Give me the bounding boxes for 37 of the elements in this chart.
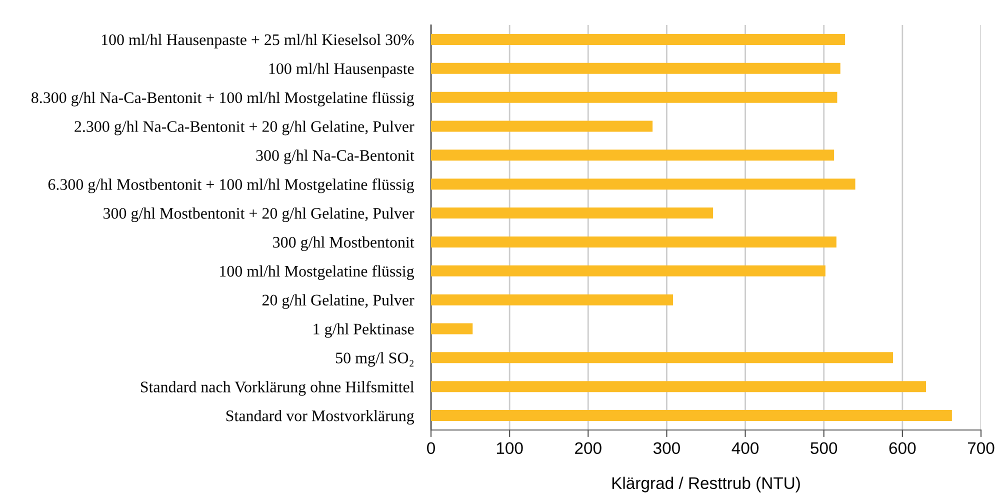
bar bbox=[431, 381, 926, 392]
y-tick-label: 6.300 g/hl Mostbentonit + 100 ml/hl Mostgelatine flüssig bbox=[48, 178, 414, 194]
bar bbox=[431, 120, 653, 132]
bar bbox=[431, 410, 952, 422]
y-tick-label: Standard vor Mostvorklärung bbox=[226, 410, 414, 425]
bar bbox=[431, 208, 714, 219]
y-tick-label: 300 g/hl Mostbentonit bbox=[273, 236, 414, 251]
y-tick-label: 100 ml/hl Mostgelatine flüssig bbox=[220, 265, 414, 280]
x-tick-label: 100 bbox=[496, 442, 523, 454]
y-tick-label: 300 g/hl Na-Ca-Bentonit bbox=[256, 150, 414, 164]
x-tick-label: 0 bbox=[427, 442, 435, 454]
x-tick-label: 200 bbox=[575, 442, 602, 454]
y-tick-label: 50 mg/l SO₂ bbox=[336, 352, 414, 367]
y-tick-label: 300 g/hl Mostbentonit + 20 g/hl Gelatine, Pulver bbox=[104, 207, 414, 222]
y-tick-label: 100 ml/hl Hausenpaste bbox=[269, 62, 414, 78]
bar bbox=[431, 62, 840, 74]
y-tick-label: 1 g/hl Pektinase bbox=[314, 323, 414, 338]
bar bbox=[431, 265, 826, 276]
x-tick-label: 300 bbox=[653, 442, 680, 454]
bar bbox=[431, 150, 834, 161]
x-tick-label: 600 bbox=[889, 442, 916, 454]
y-tick-label: 100 ml/hl Hausenpaste + 25 ml/hl Kieselsol 30% bbox=[102, 34, 414, 48]
y-tick-label: Standard nach Vorklärung ohne Hilfsmittel bbox=[140, 380, 414, 396]
bar bbox=[431, 352, 893, 364]
bar bbox=[431, 92, 838, 103]
y-tick-label: 8.300 g/hl Na-Ca-Bentonit + 100 ml/hl Mostgelatine flüssig bbox=[32, 92, 414, 106]
y-tick-label: 20 g/hl Gelatine, Pulver bbox=[262, 294, 414, 309]
y-tick-label: 2.300 g/hl Na-Ca-Bentonit + 20 g/hl Gelatine, Pulver bbox=[74, 120, 414, 136]
bar bbox=[431, 236, 836, 248]
x-tick-label: 400 bbox=[732, 442, 759, 454]
x-tick-label: 700 bbox=[968, 442, 994, 454]
bar bbox=[431, 178, 856, 190]
x-tick-label: 500 bbox=[810, 442, 838, 454]
bar bbox=[431, 34, 846, 45]
x-axis-title: Klärgrad / Resttrub (NTU) bbox=[612, 476, 800, 492]
bar bbox=[431, 294, 673, 306]
bar bbox=[431, 323, 473, 334]
